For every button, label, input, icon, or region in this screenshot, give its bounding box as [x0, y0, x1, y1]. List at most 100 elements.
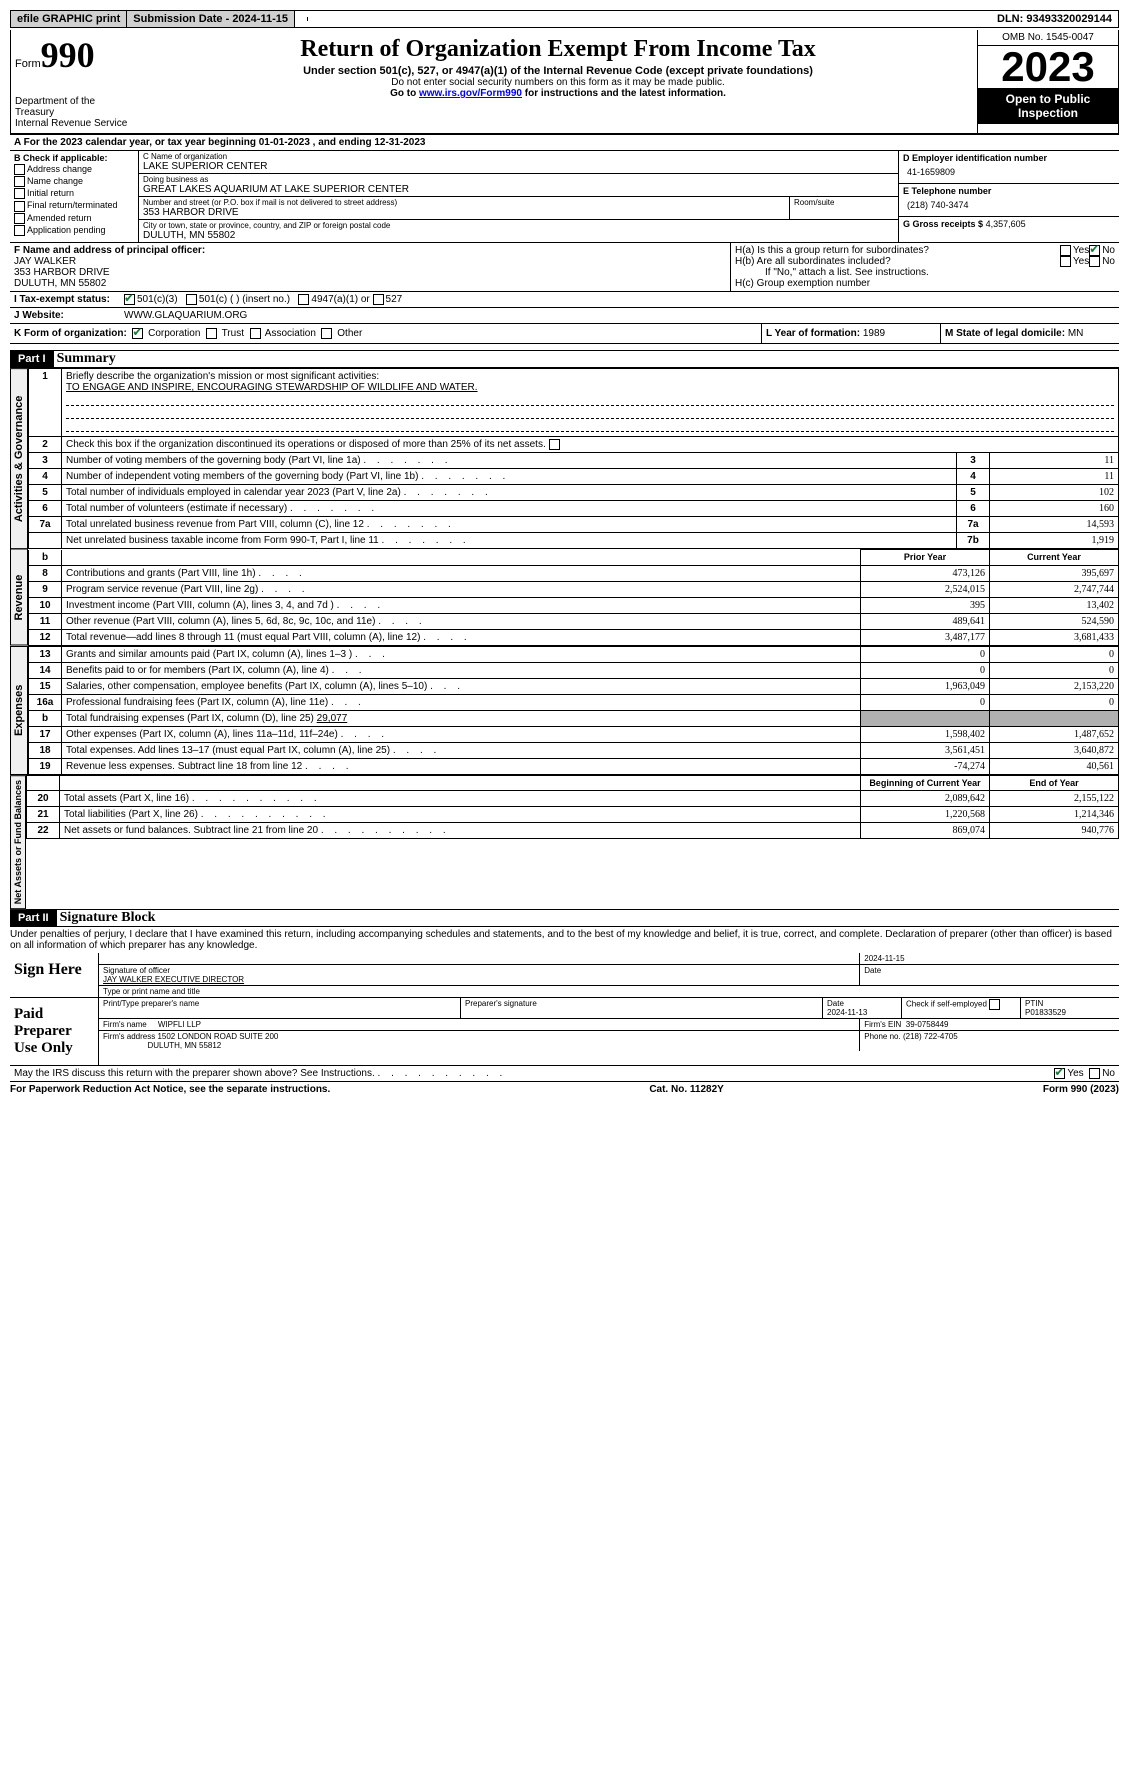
section-f: F Name and address of principal officer:…	[10, 243, 731, 291]
checkbox-name-change[interactable]	[14, 176, 25, 187]
paid-preparer-block: Paid Preparer Use Only Print/Type prepar…	[10, 998, 1119, 1066]
line-num	[29, 533, 62, 549]
part1-header: Part I Summary	[10, 350, 1119, 368]
checkbox-501c3[interactable]	[124, 294, 135, 305]
expenses-table: 13Grants and similar amounts paid (Part …	[28, 646, 1119, 775]
state-domicile: MN	[1068, 328, 1084, 339]
ssn-note: Do not enter social security numbers on …	[143, 77, 973, 88]
net-assets-table: Beginning of Current YearEnd of Year 20T…	[26, 775, 1119, 839]
line-text: Total unrelated business revenue from Pa…	[62, 517, 957, 533]
prior-year: 2,524,015	[861, 581, 990, 597]
efile-print-button[interactable]: efile GRAPHIC print	[11, 11, 127, 27]
irs-link[interactable]: www.irs.gov/Form990	[419, 88, 522, 99]
line-text: Grants and similar amounts paid (Part IX…	[62, 646, 861, 662]
prior-year: 3,561,451	[861, 742, 990, 758]
website-row: J Website: WWW.GLAQUARIUM.ORG	[10, 308, 1119, 324]
line-value: 160	[990, 501, 1119, 517]
line-box: 7b	[957, 533, 990, 549]
ein: 41-1659809	[903, 163, 1115, 181]
checkbox-501c[interactable]	[186, 294, 197, 305]
checkbox-corporation[interactable]	[132, 328, 143, 339]
checkbox-ha-yes[interactable]	[1060, 245, 1071, 256]
line-num: 4	[29, 469, 62, 485]
line-text: Investment income (Part VIII, column (A)…	[62, 597, 861, 613]
submission-date: Submission Date - 2024-11-15	[127, 11, 295, 27]
current-year: 524,590	[990, 613, 1119, 629]
line-text: Other expenses (Part IX, column (A), lin…	[62, 726, 861, 742]
checkbox-hb-yes[interactable]	[1060, 256, 1071, 267]
vtab-net-assets: Net Assets or Fund Balances	[10, 775, 26, 909]
title-block: Return of Organization Exempt From Incom…	[139, 30, 977, 133]
line-text: Revenue less expenses. Subtract line 18 …	[62, 758, 861, 774]
vtab-governance: Activities & Governance	[10, 368, 28, 549]
checkbox-discuss-no[interactable]	[1089, 1068, 1100, 1079]
calendar-year-line: A For the 2023 calendar year, or tax yea…	[10, 134, 1119, 151]
line-text: Total assets (Part X, line 16) . . . . .…	[60, 790, 861, 806]
line-text: Total liabilities (Part X, line 26) . . …	[60, 806, 861, 822]
line-value: 1,919	[990, 533, 1119, 549]
checkbox-hb-no[interactable]	[1089, 256, 1100, 267]
line-box: 5	[957, 485, 990, 501]
form-title: Return of Organization Exempt From Incom…	[143, 36, 973, 63]
prior-year: 473,126	[861, 565, 990, 581]
dln: DLN: 93493320029144	[991, 11, 1118, 27]
discuss-row: May the IRS discuss this return with the…	[10, 1066, 1119, 1082]
checkbox-initial-return[interactable]	[14, 188, 25, 199]
officer-name: JAY WALKER	[14, 256, 726, 267]
line-num: 22	[27, 822, 60, 838]
line-box: 4	[957, 469, 990, 485]
line-num: 18	[29, 742, 62, 758]
current-year: 395,697	[990, 565, 1119, 581]
prior-year: 3,487,177	[861, 629, 990, 645]
line-num: 14	[29, 662, 62, 678]
line-text: Total number of volunteers (estimate if …	[62, 501, 957, 517]
prior-year: 395	[861, 597, 990, 613]
checkbox-self-employed[interactable]	[989, 999, 1000, 1010]
checkbox-final-return[interactable]	[14, 201, 25, 212]
line-num: 15	[29, 678, 62, 694]
line-num: 9	[29, 581, 62, 597]
line-box: 7a	[957, 517, 990, 533]
checkbox-527[interactable]	[373, 294, 384, 305]
firm-name: WIPFLI LLP	[158, 1020, 201, 1029]
end-year: 2,155,122	[990, 790, 1119, 806]
line-value: 11	[990, 453, 1119, 469]
checkbox-app-pending[interactable]	[14, 225, 25, 236]
part2-header: Part II Signature Block	[10, 909, 1119, 927]
checkbox-trust[interactable]	[206, 328, 217, 339]
checkbox-amended[interactable]	[14, 213, 25, 224]
checkbox-ha-no[interactable]	[1089, 245, 1100, 256]
checkbox-4947[interactable]	[298, 294, 309, 305]
prior-year: 0	[861, 646, 990, 662]
checkbox-association[interactable]	[250, 328, 261, 339]
line-text: Program service revenue (Part VIII, line…	[62, 581, 861, 597]
sign-here-block: Sign Here 2024-11-15 Signature of office…	[10, 953, 1119, 998]
line-num: 5	[29, 485, 62, 501]
line-value: 14,593	[990, 517, 1119, 533]
checkbox-discuss-yes[interactable]	[1054, 1068, 1065, 1079]
form-number: 990	[41, 35, 95, 75]
line-value: 11	[990, 469, 1119, 485]
beginning-year: 2,089,642	[861, 790, 990, 806]
dba-name: GREAT LAKES AQUARIUM AT LAKE SUPERIOR CE…	[143, 184, 894, 195]
perjury-statement: Under penalties of perjury, I declare th…	[10, 927, 1119, 953]
current-year: 40,561	[990, 758, 1119, 774]
checkbox-other[interactable]	[321, 328, 332, 339]
section-c: C Name of organizationLAKE SUPERIOR CENT…	[139, 151, 899, 242]
beginning-year: 1,220,568	[861, 806, 990, 822]
line-num: 11	[29, 613, 62, 629]
tax-status-row: I Tax-exempt status: 501(c)(3) 501(c) ( …	[10, 292, 1119, 308]
footer: For Paperwork Reduction Act Notice, see …	[10, 1082, 1119, 1095]
city-state-zip: DULUTH, MN 55802	[143, 230, 894, 241]
prior-year: 0	[861, 662, 990, 678]
line-value: 102	[990, 485, 1119, 501]
line-num: 16a	[29, 694, 62, 710]
checkbox-address-change[interactable]	[14, 164, 25, 175]
checkbox-discontinued[interactable]	[549, 439, 560, 450]
form-org-row: K Form of organization: Corporation Trus…	[10, 324, 761, 343]
current-year: 13,402	[990, 597, 1119, 613]
year-block: OMB No. 1545-0047 2023 Open to Public In…	[977, 30, 1118, 133]
governance-table: 1 Briefly describe the organization's mi…	[28, 368, 1119, 549]
revenue-table: bPrior YearCurrent Year 8Contributions a…	[28, 549, 1119, 646]
goto-note: Go to www.irs.gov/Form990 for instructio…	[143, 88, 973, 99]
